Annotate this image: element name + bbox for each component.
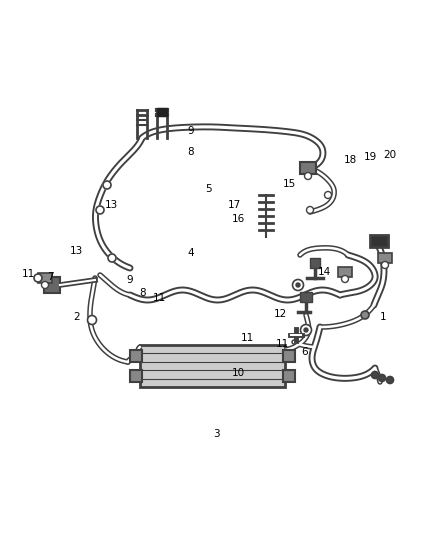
Text: 8: 8 bbox=[187, 147, 194, 157]
Bar bbox=[140, 345, 285, 387]
Bar bbox=[370, 235, 388, 247]
Bar bbox=[300, 162, 316, 174]
Text: 17: 17 bbox=[228, 200, 241, 210]
Text: 8: 8 bbox=[139, 288, 146, 298]
Bar bbox=[157, 108, 167, 116]
Circle shape bbox=[42, 281, 49, 288]
Text: 3: 3 bbox=[213, 430, 220, 439]
Circle shape bbox=[296, 283, 300, 287]
Circle shape bbox=[381, 262, 389, 269]
Circle shape bbox=[342, 276, 349, 282]
Bar bbox=[38, 273, 52, 283]
Text: 6: 6 bbox=[301, 347, 308, 357]
Text: 11: 11 bbox=[22, 270, 35, 279]
Circle shape bbox=[108, 254, 116, 262]
Circle shape bbox=[293, 279, 304, 290]
Circle shape bbox=[371, 372, 378, 378]
Text: 14: 14 bbox=[318, 267, 331, 277]
Text: 5: 5 bbox=[205, 184, 212, 194]
Bar bbox=[283, 350, 295, 362]
Bar bbox=[130, 370, 142, 382]
Text: 18: 18 bbox=[344, 155, 357, 165]
Circle shape bbox=[307, 206, 314, 214]
Text: 16: 16 bbox=[232, 214, 245, 223]
Circle shape bbox=[88, 316, 96, 325]
Text: 10: 10 bbox=[232, 368, 245, 378]
Text: 2: 2 bbox=[73, 312, 80, 322]
Bar bbox=[338, 267, 352, 277]
Bar bbox=[300, 292, 312, 302]
Bar bbox=[130, 350, 142, 362]
Circle shape bbox=[300, 325, 311, 335]
Bar bbox=[378, 253, 392, 263]
Bar bbox=[283, 370, 295, 382]
Circle shape bbox=[386, 376, 393, 384]
Circle shape bbox=[361, 311, 369, 319]
Text: 7: 7 bbox=[47, 272, 54, 282]
Text: 11: 11 bbox=[276, 339, 289, 349]
Text: 15: 15 bbox=[283, 179, 296, 189]
Text: 13: 13 bbox=[105, 200, 118, 210]
Polygon shape bbox=[44, 277, 60, 293]
Text: 13: 13 bbox=[70, 246, 83, 255]
Text: 1: 1 bbox=[380, 312, 387, 322]
Circle shape bbox=[325, 191, 332, 198]
Text: 9: 9 bbox=[126, 275, 133, 285]
Circle shape bbox=[304, 173, 311, 180]
Text: 9: 9 bbox=[187, 126, 194, 135]
Circle shape bbox=[103, 181, 111, 189]
Bar bbox=[310, 258, 320, 268]
Text: 20: 20 bbox=[383, 150, 396, 159]
Text: 11: 11 bbox=[153, 294, 166, 303]
Circle shape bbox=[304, 328, 308, 332]
Text: 11: 11 bbox=[241, 334, 254, 343]
Text: 12: 12 bbox=[274, 310, 287, 319]
Text: 4: 4 bbox=[187, 248, 194, 258]
Circle shape bbox=[34, 274, 42, 282]
Text: 19: 19 bbox=[364, 152, 377, 162]
Circle shape bbox=[96, 206, 104, 214]
Circle shape bbox=[378, 375, 385, 382]
